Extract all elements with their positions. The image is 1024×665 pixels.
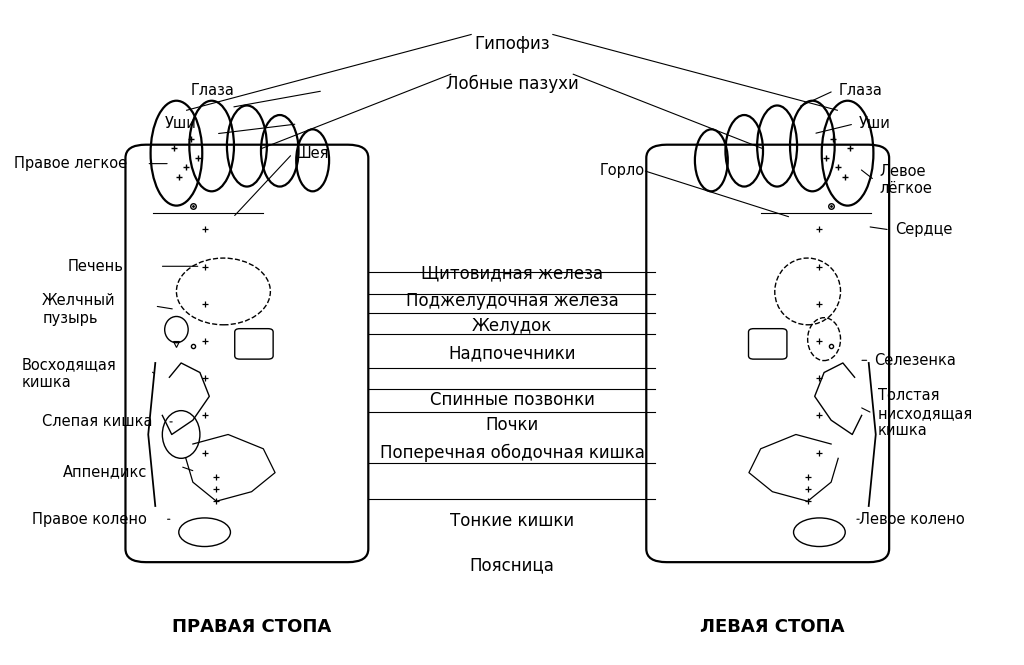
Text: Гипофиз: Гипофиз [474, 35, 550, 53]
Text: Желчный
пузырь: Желчный пузырь [42, 293, 116, 326]
Text: Поясница: Поясница [470, 557, 554, 575]
Text: Тонкие кишки: Тонкие кишки [450, 512, 574, 530]
Text: Правое колено: Правое колено [32, 512, 146, 527]
Text: Почки: Почки [485, 416, 539, 434]
Text: Правое легкое: Правое легкое [13, 156, 127, 171]
Text: Уши: Уши [859, 116, 891, 132]
Text: Левое
лёгкое: Левое лёгкое [880, 164, 933, 196]
Text: Восходящая
кишка: Восходящая кишка [22, 357, 117, 390]
Text: Сердце: Сердце [895, 222, 952, 237]
Text: Аппендикс: Аппендикс [62, 464, 147, 479]
Text: Спинные позвонки: Спинные позвонки [429, 391, 595, 409]
Text: Поперечная ободочная кишка: Поперечная ободочная кишка [380, 444, 644, 462]
Text: Уши: Уши [165, 116, 197, 132]
Text: Желудок: Желудок [472, 317, 552, 335]
Text: Слепая кишка: Слепая кишка [42, 414, 153, 430]
Text: Надпочечники: Надпочечники [449, 344, 575, 362]
Text: Горло: Горло [600, 163, 645, 178]
Text: Глаза: Глаза [839, 83, 883, 98]
Text: Щитовидная железа: Щитовидная железа [421, 264, 603, 282]
Text: Шея: Шея [296, 146, 330, 161]
Text: Левое колено: Левое колено [859, 512, 965, 527]
Text: Печень: Печень [68, 259, 124, 274]
Text: Лобные пазухи: Лобные пазухи [445, 75, 579, 93]
Text: ЛЕВАЯ СТОПА: ЛЕВАЯ СТОПА [700, 618, 845, 636]
Text: Селезенка: Селезенка [874, 353, 956, 368]
Text: Толстая
нисходящая
кишка: Толстая нисходящая кишка [878, 388, 973, 438]
Text: Поджелудочная железа: Поджелудочная железа [406, 292, 618, 310]
Text: ПРАВАЯ СТОПА: ПРАВАЯ СТОПА [172, 618, 331, 636]
Text: Глаза: Глаза [190, 83, 234, 98]
